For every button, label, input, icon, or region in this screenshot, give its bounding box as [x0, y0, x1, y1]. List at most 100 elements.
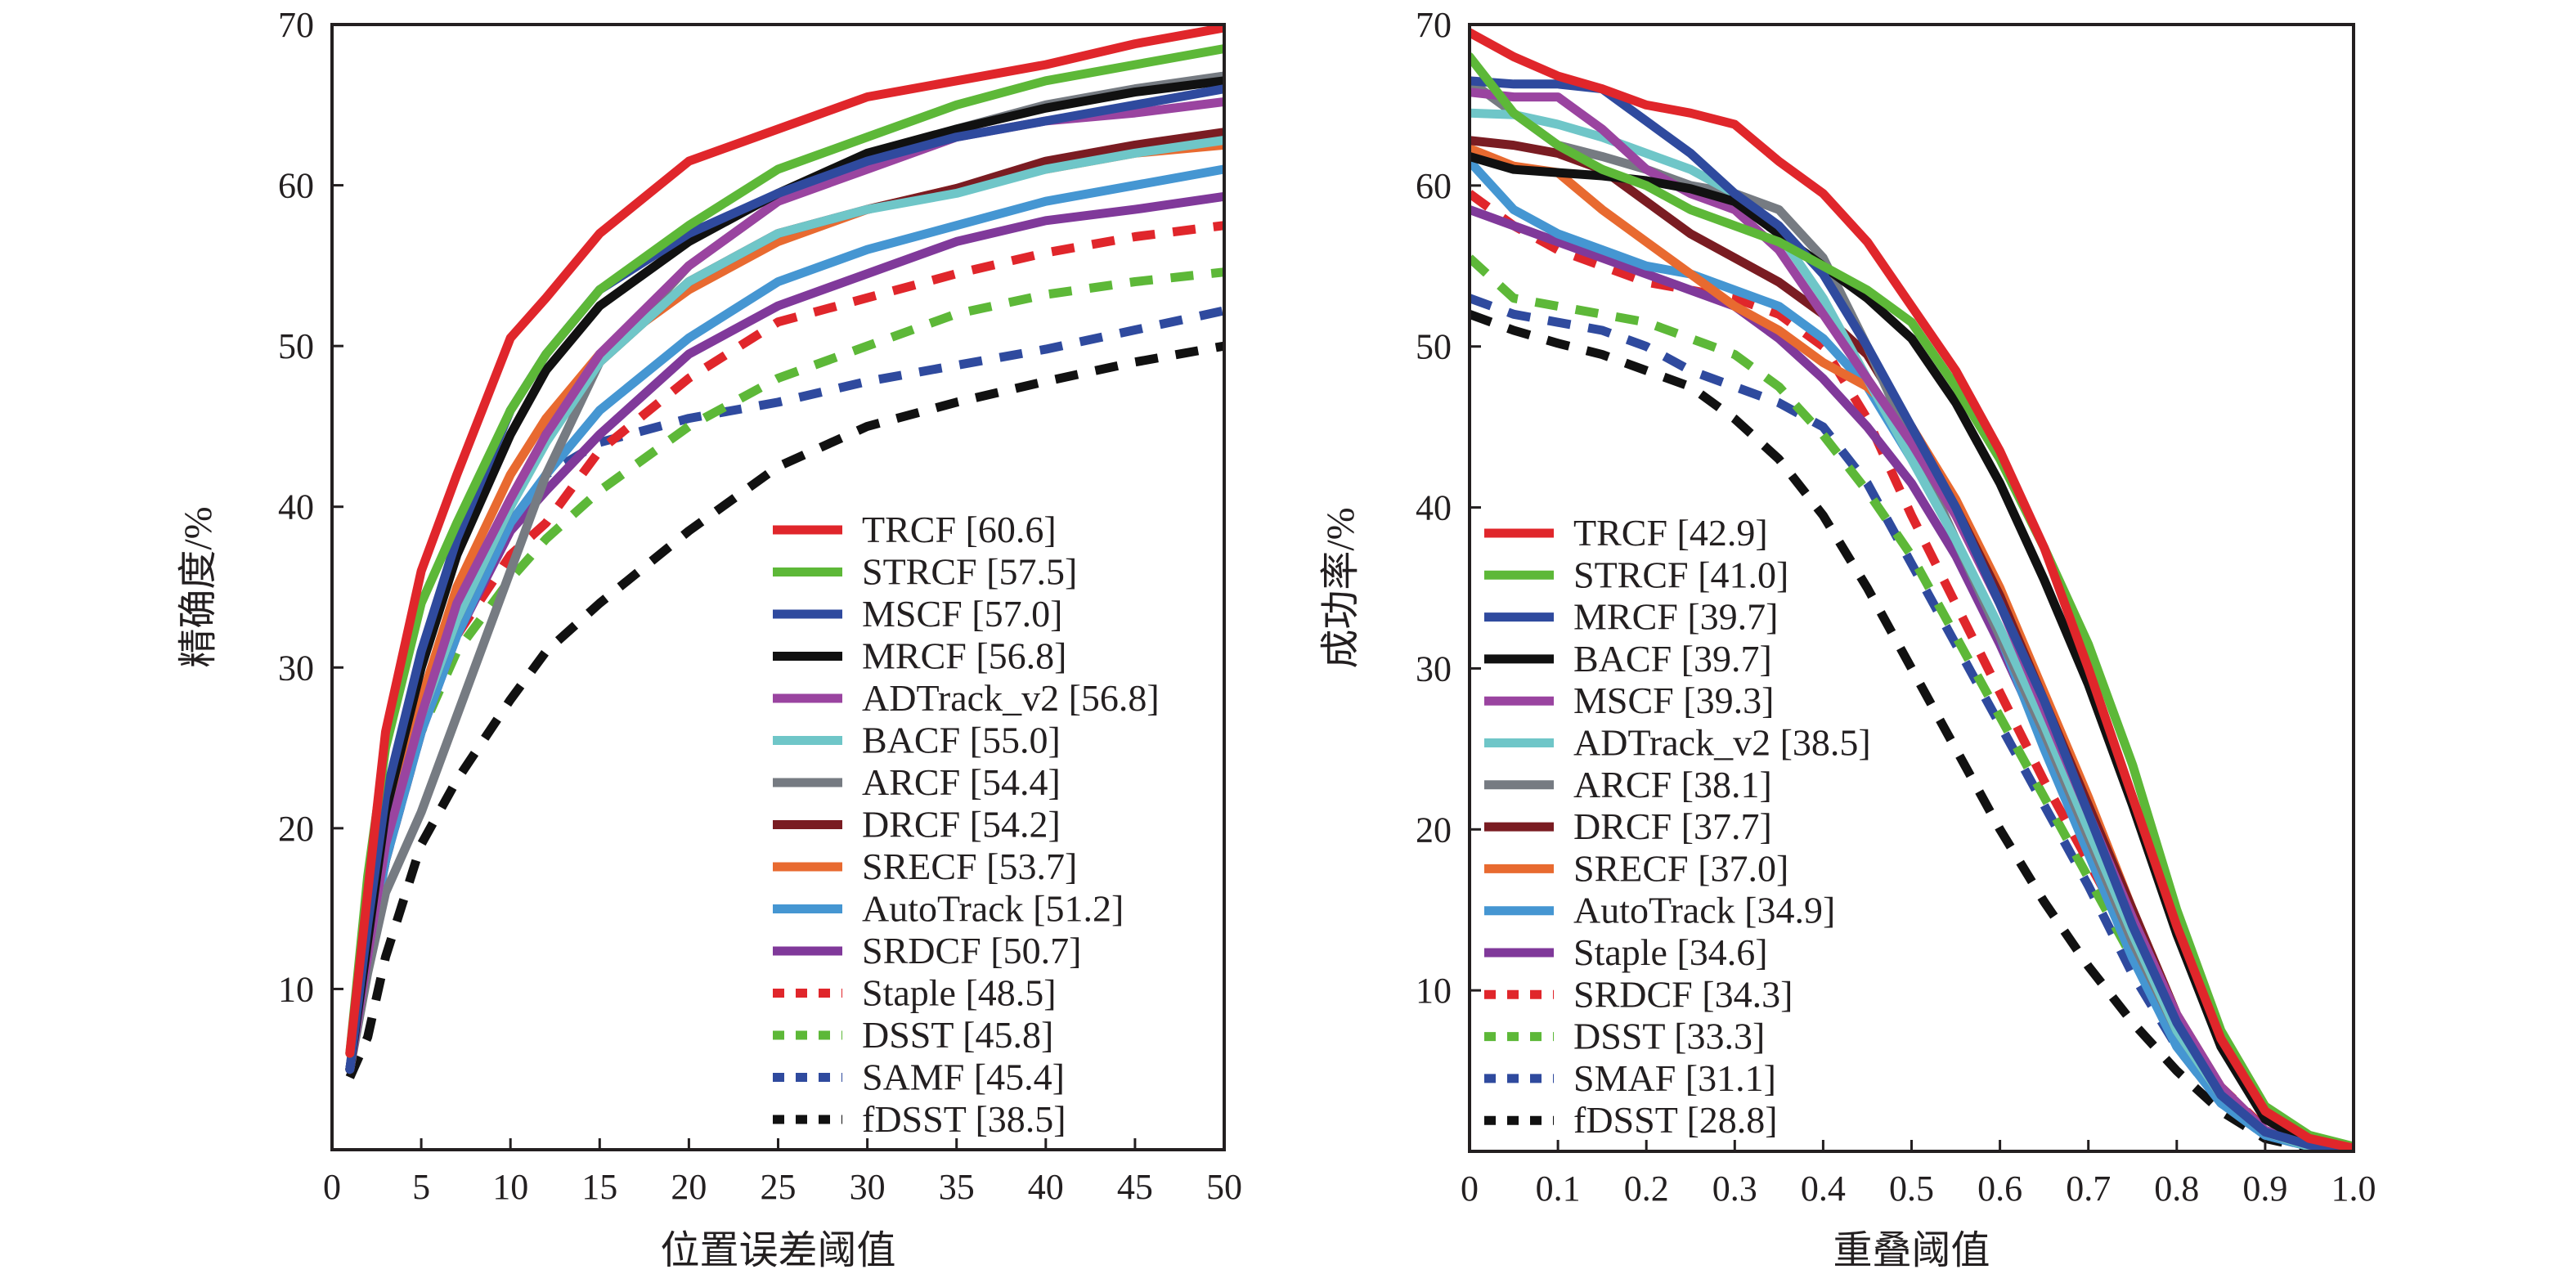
success-legend-label: SRECF [37.0]: [1573, 847, 1788, 889]
precision-series-srdcf: [345, 191, 1224, 1074]
success-xtick-label: 0.5: [1889, 1169, 1934, 1209]
precision-xtick-label: 5: [412, 1167, 430, 1207]
success-legend-item: BACF [39.7]: [1484, 638, 1772, 680]
precision-legend-label: SRECF [53.7]: [862, 846, 1077, 887]
success-legend-item: SMAF [31.1]: [1484, 1057, 1776, 1099]
success-ytick-label: 20: [1416, 810, 1452, 850]
success-series-mrcf: [1470, 76, 2354, 1151]
precision-plot: 0 5 10 15 20 25 30 35 40 45 50 10 20 30 40 50 60 70 TRCF …: [177, 5, 1242, 1272]
precision-legend-label: TRCF [60.6]: [862, 509, 1057, 550]
success-legend-label: fDSST [28.8]: [1573, 1099, 1778, 1141]
success-xtick-label: 0.8: [2154, 1169, 2199, 1209]
precision-series-trcf: [345, 23, 1224, 1058]
precision-ytick-label: 60: [278, 166, 314, 206]
success-xtick-label: 0.7: [2066, 1169, 2111, 1209]
precision-plot-legend: TRCF [60.6]STRCF [57.5]MSCF [57.0]MRCF […: [773, 509, 1160, 1140]
success-legend-item: ADTrack_v2 [38.5]: [1484, 722, 1871, 764]
precision-legend-item: BACF [55.0]: [773, 720, 1061, 761]
success-ytick-label: 50: [1416, 327, 1452, 367]
success-xtick-label: 1.0: [2331, 1169, 2376, 1209]
precision-legend-item: ARCF [54.4]: [773, 761, 1061, 803]
precision-plot-ylabel: 精确度/%: [177, 506, 220, 667]
precision-xtick-label: 40: [1028, 1167, 1064, 1207]
precision-legend-label: DSST [45.8]: [862, 1014, 1053, 1056]
success-ytick-label: 60: [1416, 166, 1452, 206]
precision-series-fdsst: [345, 341, 1224, 1079]
success-plot-xlabel: 重叠阈值: [1833, 1229, 1990, 1272]
precision-legend-item: STRCF [57.5]: [773, 551, 1077, 593]
precision-plot-xlabel: 位置误差阈值: [660, 1229, 895, 1272]
success-xtick-label: 0.3: [1712, 1169, 1757, 1209]
success-ytick-label: 70: [1416, 5, 1452, 45]
precision-legend-item: TRCF [60.6]: [773, 509, 1057, 550]
precision-plot-ticks: 0 5 10 15 20 25 30 35 40 45 50 10 20 30 40 50 60 70: [278, 5, 1242, 1207]
precision-legend-item: SRECF [53.7]: [773, 846, 1077, 887]
success-xtick-label: 0.1: [1536, 1169, 1581, 1209]
precision-legend-label: AutoTrack [51.2]: [862, 888, 1124, 930]
success-legend-item: DSST [33.3]: [1484, 1016, 1765, 1057]
success-plot-ticks: 0 0.1 0.2 0.3 0.4 0.5 0.6 0.7 0.8 0.9 1.0 10 20 30 40 5…: [1416, 5, 2376, 1209]
success-legend-item: ARCF [38.1]: [1484, 764, 1772, 805]
precision-legend-label: MSCF [57.0]: [862, 593, 1062, 635]
success-legend-item: DRCF [37.7]: [1484, 805, 1772, 847]
precision-legend-item: AutoTrack [51.2]: [773, 888, 1124, 930]
precision-plot-lines: [345, 23, 1224, 1079]
success-xtick-label: 0.4: [1801, 1169, 1846, 1209]
success-legend-label: STRCF [41.0]: [1573, 554, 1788, 595]
success-plot-lines: [1470, 28, 2354, 1151]
success-legend-label: AutoTrack [34.9]: [1573, 890, 1835, 931]
success-legend-item: MSCF [39.3]: [1484, 680, 1774, 721]
precision-ytick-label: 50: [278, 326, 314, 366]
precision-xtick-label: 20: [671, 1167, 707, 1207]
success-legend-label: ARCF [38.1]: [1573, 764, 1772, 805]
precision-legend-item: Staple [48.5]: [773, 972, 1057, 1014]
success-legend-label: BACF [39.7]: [1573, 638, 1772, 680]
success-xtick-label: 0.2: [1624, 1169, 1669, 1209]
precision-ytick-label: 20: [278, 809, 314, 849]
success-ytick-label: 10: [1416, 971, 1452, 1011]
precision-xtick-label: 15: [581, 1167, 617, 1207]
precision-ytick-label: 10: [278, 969, 314, 1009]
precision-legend-label: STRCF [57.5]: [862, 551, 1077, 593]
success-legend-label: DRCF [37.7]: [1573, 805, 1772, 847]
success-plot: 0 0.1 0.2 0.3 0.4 0.5 0.6 0.7 0.8 0.9 1.0 10 20 30 40 5…: [1319, 5, 2376, 1272]
success-ytick-label: 30: [1416, 648, 1452, 689]
success-legend-label: MSCF [39.3]: [1573, 680, 1774, 721]
success-xtick-label: 0: [1461, 1169, 1479, 1209]
precision-ytick-label: 70: [278, 5, 314, 45]
precision-legend-label: Staple [48.5]: [862, 972, 1057, 1014]
success-legend-label: SMAF [31.1]: [1573, 1057, 1776, 1099]
precision-legend-label: SAMF [45.4]: [862, 1056, 1065, 1098]
precision-xtick-label: 25: [761, 1167, 797, 1207]
success-legend-label: SRDCF [34.3]: [1573, 973, 1793, 1015]
precision-xtick-label: 45: [1117, 1167, 1153, 1207]
success-plot-ylabel: 成功率/%: [1319, 507, 1362, 668]
success-legend-item: Staple [34.6]: [1484, 931, 1768, 973]
precision-legend-label: SRDCF [50.7]: [862, 930, 1081, 971]
success-ytick-label: 40: [1416, 488, 1452, 528]
success-series-fdsst: [1470, 310, 2354, 1151]
precision-legend-item: fDSST [38.5]: [773, 1098, 1066, 1140]
success-legend-item: fDSST [28.8]: [1484, 1099, 1778, 1141]
success-legend-item: STRCF [41.0]: [1484, 554, 1788, 595]
success-legend-label: DSST [33.3]: [1573, 1016, 1765, 1057]
precision-ytick-label: 30: [278, 648, 314, 688]
precision-xtick-label: 30: [850, 1167, 886, 1207]
success-legend-label: Staple [34.6]: [1573, 931, 1768, 973]
precision-xtick-label: 35: [939, 1167, 975, 1207]
precision-legend-item: DRCF [54.2]: [773, 804, 1061, 846]
success-legend-item: SRECF [37.0]: [1484, 847, 1788, 889]
precision-legend-label: fDSST [38.5]: [862, 1098, 1066, 1140]
success-legend-label: MRCF [39.7]: [1573, 596, 1778, 638]
success-xtick-label: 0.6: [1977, 1169, 2022, 1209]
success-legend-item: TRCF [42.9]: [1484, 512, 1768, 554]
precision-legend-item: MRCF [56.8]: [773, 635, 1066, 677]
precision-legend-label: DRCF [54.2]: [862, 804, 1061, 846]
precision-legend-item: MSCF [57.0]: [773, 593, 1062, 635]
precision-legend-item: SRDCF [50.7]: [773, 930, 1081, 971]
success-xtick-label: 0.9: [2242, 1169, 2287, 1209]
precision-legend-label: ADTrack_v2 [56.8]: [862, 677, 1160, 719]
precision-xtick-label: 10: [492, 1167, 528, 1207]
precision-xtick-label: 0: [323, 1167, 341, 1207]
